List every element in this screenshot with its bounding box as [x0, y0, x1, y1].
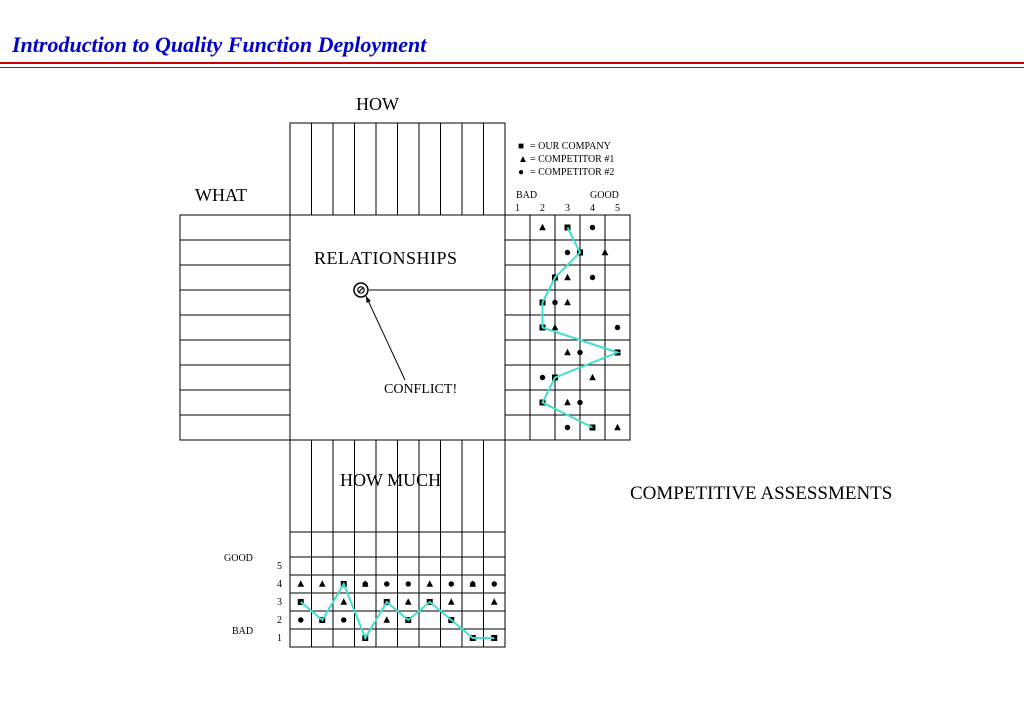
svg-text:5: 5 — [277, 561, 282, 572]
svg-text:5: 5 — [615, 203, 620, 214]
svg-text:3: 3 — [277, 597, 282, 608]
svg-text:4: 4 — [277, 579, 282, 590]
svg-text:1: 1 — [515, 203, 520, 214]
svg-text:3: 3 — [565, 203, 570, 214]
svg-text:2: 2 — [540, 203, 545, 214]
svg-text:1: 1 — [277, 633, 282, 644]
svg-text:4: 4 — [590, 203, 595, 214]
qfd-diagram: 1 2 3 4 5 5 4 3 2 1 — [0, 0, 1024, 709]
svg-text:2: 2 — [277, 615, 282, 626]
